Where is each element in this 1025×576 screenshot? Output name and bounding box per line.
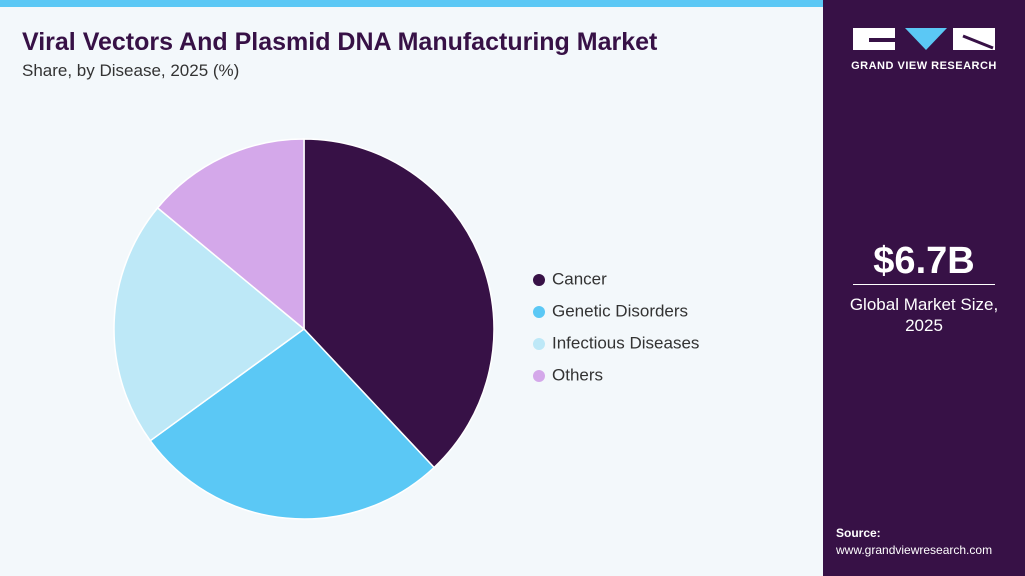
legend-marker <box>533 306 545 318</box>
top-stripe <box>0 0 823 7</box>
legend-label: Genetic Disorders <box>552 301 688 320</box>
brand: GRAND VIEW RESEARCH <box>851 60 997 72</box>
legend-marker <box>533 274 545 286</box>
chart: Cancer Genetic Disorders Infectious Diseas… <box>113 138 699 520</box>
legend-label: Infectious Diseases <box>552 333 699 352</box>
logo <box>853 28 995 50</box>
chart-subtitle: Share, by Disease, 2025 (%) <box>22 61 240 80</box>
legend-label: Cancer <box>552 269 607 288</box>
pie-slice <box>303 138 495 469</box>
pie-slice <box>149 328 436 520</box>
legend-label: Others <box>552 365 603 384</box>
pie-slice <box>156 138 305 331</box>
market-size-label: Global Market Size, 2025 <box>849 295 999 335</box>
divider <box>853 284 995 285</box>
pie-slice <box>113 206 306 442</box>
sidebar: GRAND VIEW RESEARCH $6.7B Global Market … <box>823 0 1025 576</box>
legend-marker <box>533 338 545 350</box>
chart-title: Viral Vectors And Plasmid DNA Manufactur… <box>22 28 658 56</box>
market-size: $6.7B <box>873 240 975 282</box>
source-label: Source: <box>836 526 881 540</box>
legend-marker <box>533 370 545 382</box>
source-url: www.grandviewresearch.com <box>836 543 993 557</box>
